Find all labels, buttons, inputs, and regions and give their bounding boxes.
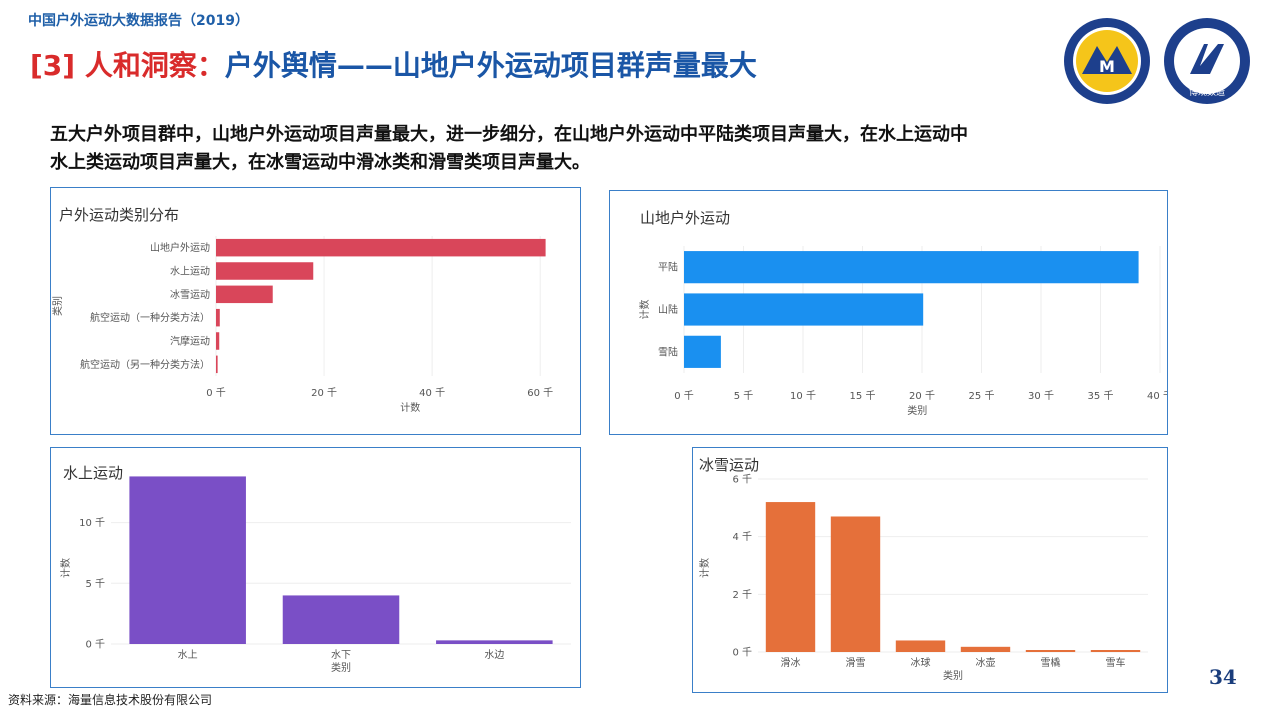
chart1-bar — [216, 285, 273, 304]
chart1-bar — [216, 355, 218, 374]
page-title: [3] 人和洞察：户外舆情——山地户外运动项目群声量最大 — [30, 44, 757, 84]
chart4-bar — [830, 516, 881, 652]
chart1-category-label: 航空运动（一种分类方法） — [90, 311, 210, 324]
chart1-svg: 0 千 20 千 40 千 60 千 山地户外运动水上运动冰雪运动航空运动（一种分类方法… — [51, 236, 553, 414]
page-number: 34 — [1209, 665, 1237, 689]
chart2-bar — [684, 293, 924, 326]
chart1-bar — [216, 238, 546, 257]
chart-panel-outdoor-categories: 户外运动类别分布 0 千 20 千 40 千 60 千 山地户外运动水上运动冰雪运动航空… — [50, 187, 581, 435]
chart4-category-label: 滑雪 — [846, 657, 866, 669]
chart1-bar — [216, 262, 314, 280]
chart2-x-tick-label: 15 千 — [850, 390, 876, 402]
chart-panel-water-sports: 水上运动 0 千 5 千 10 千水上 水下 水边类别 计数 — [50, 447, 581, 688]
chart4-category-label: 雪车 — [1106, 656, 1126, 669]
chart2-category-label: 平陆 — [658, 261, 678, 274]
chart4-bar — [960, 646, 1011, 652]
chart3-bar — [282, 595, 400, 644]
chart3-category-label: 水上 — [178, 649, 198, 661]
chart3-bar — [129, 476, 246, 644]
chart1-category-label: 冰雪运动 — [170, 288, 210, 301]
chart4-category-label: 雪橇 — [1041, 656, 1061, 669]
chart4-x-axis-label: 类别 — [943, 669, 963, 682]
chart4-y-tick-label: 0 千 — [732, 647, 752, 659]
chart4-bar — [1025, 650, 1076, 652]
chart4-category-label: 滑冰 — [781, 656, 801, 669]
intro-line-1: 五大户外项目群中，山地户外运动项目声量最大，进一步细分，在山地户外运动中平陆类项… — [50, 124, 968, 145]
chart2-title: 山地户外运动 — [640, 209, 731, 227]
chart1-x-tick-label: 0 千 — [206, 387, 226, 399]
chart3-y-tick-label: 10 千 — [79, 517, 105, 529]
chart3-category-label: 水下 — [331, 649, 351, 661]
report-title: 中国户外运动大数据报告（2019） — [28, 13, 249, 29]
chart3-y-tick-label: 0 千 — [85, 639, 105, 651]
chart3-y-axis-label: 计数 — [59, 558, 72, 578]
logo1-letter: M — [1099, 57, 1115, 76]
chart2-x-tick-label: 10 千 — [790, 390, 816, 402]
page-title-prefix: [3] 人和洞察： — [30, 49, 225, 82]
chart3-category-label: 水边 — [484, 649, 504, 661]
chart4-title: 冰雪运动 — [699, 456, 760, 474]
chart4-bar — [895, 640, 946, 652]
chart4-category-label: 冰壶 — [976, 656, 996, 669]
chart1-category-label: 山地户外运动 — [150, 241, 210, 254]
chart4-y-axis-label: 计数 — [698, 558, 711, 578]
chart4-y-tick-label: 2 千 — [732, 589, 752, 601]
chart-panel-mountain-outdoor: 山地户外运动 0 千 5 千 10 千 15 千 20 千 25 千 30 千 35 千 40 … — [609, 190, 1168, 435]
chart4-y-tick-label: 4 千 — [732, 531, 752, 543]
page-title-text: 户外舆情——山地户外运动项目群声量最大 — [224, 49, 757, 82]
chart4-bar — [1090, 650, 1141, 652]
chart1-x-axis-label: 计数 — [400, 401, 420, 414]
chart1-x-tick-label: 40 千 — [419, 387, 445, 399]
chart-panel-ice-snow-sports: 冰雪运动 0 千 2 千 4 千 6 千滑冰 滑雪 冰球 冰壶 雪橇 雪车类别 计数 — [692, 447, 1168, 693]
chart1-bar — [216, 332, 220, 350]
chart1-category-label: 航空运动（另一种分类方法） — [80, 358, 210, 371]
logo2-text: 博观数造 — [1189, 86, 1225, 98]
intro-line-2: 水上类运动项目声量大，在冰雪运动中滑冰类和滑雪类项目声量大。 — [50, 152, 590, 173]
chart3-bar — [436, 640, 553, 644]
chart2-bar — [684, 251, 1139, 284]
chart4-y-tick-label: 6 千 — [732, 474, 752, 486]
chart2-x-tick-label: 0 千 — [674, 390, 694, 402]
chart2-bar — [684, 335, 721, 368]
chart3-y-tick-label: 5 千 — [85, 578, 105, 590]
chart1-x-tick-label: 20 千 — [311, 387, 337, 399]
chart2-x-tick-label: 20 千 — [909, 390, 935, 402]
chart1-title: 户外运动类别分布 — [59, 206, 180, 224]
chart1-x-tick-label: 60 千 — [527, 387, 553, 399]
chart4-category-label: 冰球 — [911, 656, 931, 669]
mountaineering-association-logo: M — [1062, 16, 1152, 106]
chart2-category-label: 雪陆 — [658, 345, 678, 358]
chart2-y-axis-label: 计数 — [638, 300, 651, 320]
chart1-category-label: 水上运动 — [170, 266, 210, 278]
chart2-x-tick-label: 5 千 — [734, 390, 754, 402]
chart3-title: 水上运动 — [63, 464, 124, 482]
chart2-x-tick-label: 30 千 — [1028, 390, 1054, 402]
chart2-svg: 0 千 5 千 10 千 15 千 20 千 25 千 30 千 35 千 40 千 平陆山陆雪陆… — [638, 246, 1167, 417]
chart3-x-axis-label: 类别 — [331, 661, 351, 674]
chart2-x-axis-label: 类别 — [907, 404, 927, 417]
chart2-category-label: 山陆 — [658, 303, 678, 316]
chart2-x-tick-label: 40 千 — [1147, 390, 1167, 402]
chart4-bar — [765, 502, 816, 652]
chart1-bar — [216, 308, 220, 327]
chart2-x-tick-label: 25 千 — [969, 390, 995, 402]
chart1-category-label: 汽摩运动 — [170, 335, 210, 348]
chart1-y-axis-label: 类别 — [51, 296, 64, 316]
boguan-data-logo: 博观数造 — [1162, 16, 1252, 106]
chart2-x-tick-label: 35 千 — [1088, 390, 1114, 402]
data-source: 资料来源：海量信息技术股份有限公司 — [8, 693, 213, 707]
